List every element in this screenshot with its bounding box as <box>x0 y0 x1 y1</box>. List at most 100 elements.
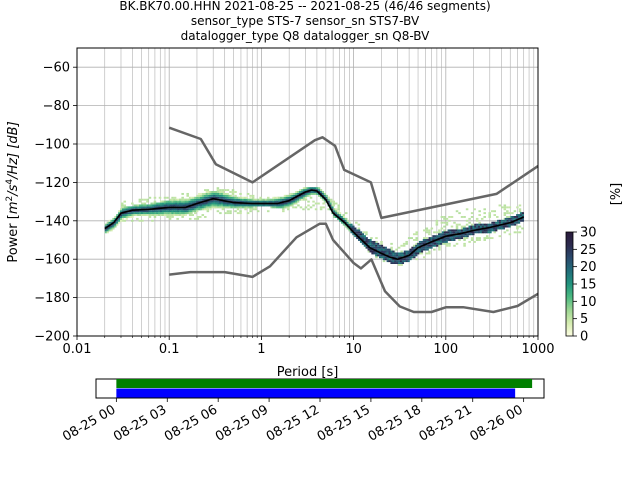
density-cell <box>173 196 177 199</box>
density-cell <box>409 256 412 259</box>
density-cell <box>430 227 434 230</box>
density-cell <box>182 200 186 203</box>
density-cell <box>259 200 262 203</box>
density-cell <box>196 198 199 201</box>
density-cell <box>333 212 336 215</box>
density-cell <box>412 239 416 241</box>
density-cell <box>192 202 195 205</box>
density-cell <box>518 219 521 222</box>
density-cell <box>238 196 241 199</box>
density-cell <box>375 240 378 243</box>
density-cell <box>300 196 304 199</box>
density-cell <box>335 208 338 211</box>
timeline-tick-label: 08-25 09 <box>213 402 271 444</box>
density-cell <box>169 204 172 207</box>
density-cell <box>190 196 193 199</box>
density-cell <box>121 208 125 211</box>
density-cell <box>377 244 380 247</box>
density-cell <box>175 198 178 201</box>
density-cell <box>516 231 519 234</box>
density-cell <box>354 229 357 232</box>
density-cell <box>476 231 479 234</box>
density-cell <box>245 206 248 209</box>
density-cell <box>440 216 444 218</box>
density-cell <box>491 223 494 226</box>
density-cell <box>355 221 358 224</box>
density-cell <box>307 204 310 207</box>
density-cell <box>228 202 231 205</box>
density-cell <box>417 250 420 253</box>
density-cell <box>140 204 144 207</box>
density-cell <box>266 198 269 201</box>
density-cell <box>188 208 191 211</box>
density-cell <box>219 204 222 207</box>
density-cell <box>159 214 163 216</box>
density-cell <box>396 256 399 259</box>
x-tick-label: 1 <box>257 342 265 357</box>
density-cell <box>369 248 372 251</box>
density-cell <box>285 196 288 199</box>
density-cell <box>407 250 410 253</box>
density-cell <box>392 254 395 257</box>
density-cell <box>289 192 292 195</box>
density-cell <box>369 239 372 241</box>
density-cell <box>323 200 326 203</box>
density-cell <box>234 194 237 197</box>
density-cell <box>161 204 165 207</box>
density-cell <box>319 189 323 192</box>
density-cell <box>190 208 193 211</box>
density-cell <box>441 231 445 234</box>
density-cell <box>243 198 246 201</box>
density-cell <box>249 196 252 199</box>
density-cell <box>163 204 166 207</box>
density-cell <box>249 200 252 203</box>
density-cell <box>205 196 208 199</box>
density-cell <box>473 208 476 211</box>
density-cell <box>415 239 419 241</box>
density-cell <box>468 233 471 236</box>
density-cell <box>378 250 382 253</box>
density-cell <box>422 240 425 243</box>
density-cell <box>306 187 309 190</box>
density-cell <box>161 208 165 211</box>
density-cell <box>386 250 389 253</box>
density-cell <box>350 227 353 230</box>
density-cell <box>182 202 186 205</box>
density-cell <box>194 208 197 211</box>
density-cell <box>441 233 445 236</box>
density-cell <box>199 196 203 199</box>
density-cell <box>337 206 340 209</box>
density-cell <box>470 227 473 230</box>
density-cell <box>293 200 296 203</box>
density-cell <box>340 217 344 220</box>
density-cell <box>246 192 250 195</box>
density-cell <box>415 231 419 234</box>
density-cell <box>161 210 165 213</box>
density-cell <box>121 214 125 216</box>
density-cell <box>302 194 306 197</box>
density-cell <box>481 231 485 234</box>
density-cell <box>420 248 424 251</box>
density-cell <box>493 221 496 224</box>
density-cell <box>361 239 365 241</box>
density-cell <box>133 204 136 207</box>
density-cell <box>428 246 431 249</box>
density-cell <box>439 240 443 243</box>
density-cell <box>256 210 260 213</box>
density-cell <box>294 206 298 209</box>
density-cell <box>281 204 285 207</box>
density-cell <box>504 217 507 220</box>
density-cell <box>449 237 452 240</box>
density-cell <box>285 206 288 209</box>
density-cell <box>169 198 172 201</box>
density-cell <box>205 200 208 203</box>
density-cell <box>215 202 218 205</box>
density-cell <box>179 208 182 211</box>
density-cell <box>106 227 109 230</box>
density-cell <box>119 216 123 218</box>
density-cell <box>236 198 239 201</box>
density-cell <box>299 206 303 209</box>
density-cell <box>141 219 144 222</box>
density-cell <box>125 217 128 220</box>
